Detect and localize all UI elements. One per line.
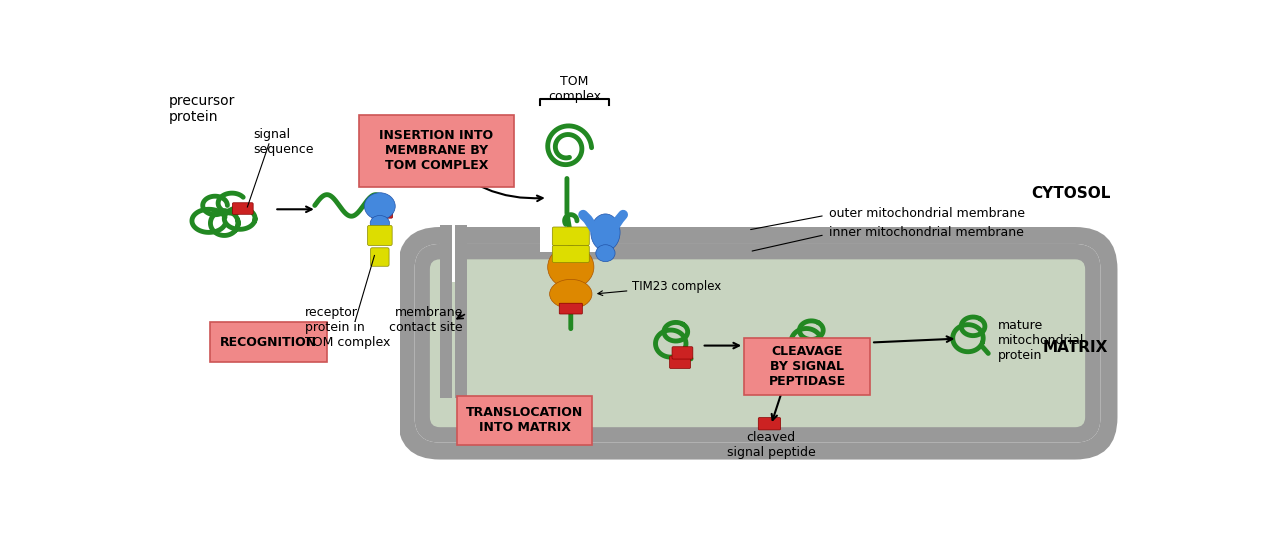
FancyBboxPatch shape <box>359 115 514 187</box>
Text: receptor
protein in
TOM complex: receptor protein in TOM complex <box>305 306 390 349</box>
Text: cleaved
signal peptide: cleaved signal peptide <box>726 431 815 459</box>
Ellipse shape <box>547 246 593 288</box>
Text: TIM23 complex: TIM23 complex <box>598 280 722 296</box>
Text: inner mitochondrial membrane: inner mitochondrial membrane <box>828 226 1023 239</box>
FancyBboxPatch shape <box>430 260 1085 427</box>
FancyBboxPatch shape <box>457 395 592 445</box>
Text: CLEAVAGE
BY SIGNAL
PEPTIDASE: CLEAVAGE BY SIGNAL PEPTIDASE <box>768 345 846 388</box>
FancyBboxPatch shape <box>415 244 1100 443</box>
FancyBboxPatch shape <box>415 244 1100 443</box>
FancyBboxPatch shape <box>367 226 392 246</box>
FancyBboxPatch shape <box>553 246 590 262</box>
FancyBboxPatch shape <box>758 418 781 430</box>
FancyBboxPatch shape <box>559 303 582 314</box>
FancyBboxPatch shape <box>553 227 590 246</box>
Bar <box>540 217 601 252</box>
Bar <box>452 224 454 383</box>
FancyBboxPatch shape <box>398 227 1118 460</box>
Text: outer mitochondrial membrane: outer mitochondrial membrane <box>828 207 1025 219</box>
Text: CYTOSOL: CYTOSOL <box>1031 187 1111 202</box>
Text: MATRIX: MATRIX <box>1042 340 1108 355</box>
Bar <box>547 275 593 309</box>
Ellipse shape <box>550 280 592 309</box>
Text: TOM
complex: TOM complex <box>549 75 601 102</box>
Text: TRANSLOCATION
INTO MATRIX: TRANSLOCATION INTO MATRIX <box>466 406 583 434</box>
Bar <box>447 224 461 398</box>
FancyBboxPatch shape <box>744 338 870 395</box>
Ellipse shape <box>365 193 396 219</box>
FancyBboxPatch shape <box>370 248 389 266</box>
FancyBboxPatch shape <box>211 323 327 361</box>
Ellipse shape <box>370 216 389 231</box>
FancyBboxPatch shape <box>670 356 690 368</box>
FancyBboxPatch shape <box>672 347 693 359</box>
Text: mature
mitochondrial
protein: mature mitochondrial protein <box>998 319 1085 361</box>
Bar <box>440 224 467 398</box>
Text: precursor
protein: precursor protein <box>168 94 235 124</box>
Bar <box>452 282 454 413</box>
FancyBboxPatch shape <box>232 203 253 214</box>
Bar <box>447 224 461 398</box>
Ellipse shape <box>591 214 620 251</box>
FancyBboxPatch shape <box>371 206 393 218</box>
Ellipse shape <box>596 245 615 262</box>
Ellipse shape <box>559 228 582 245</box>
Text: membrane
contact site: membrane contact site <box>389 306 463 334</box>
Text: RECOGNITION: RECOGNITION <box>219 336 318 349</box>
Text: INSERTION INTO
MEMBRANE BY
TOM COMPLEX: INSERTION INTO MEMBRANE BY TOM COMPLEX <box>379 129 494 172</box>
Text: signal
sequence: signal sequence <box>254 129 314 157</box>
FancyBboxPatch shape <box>808 347 829 359</box>
Bar <box>163 209 399 460</box>
